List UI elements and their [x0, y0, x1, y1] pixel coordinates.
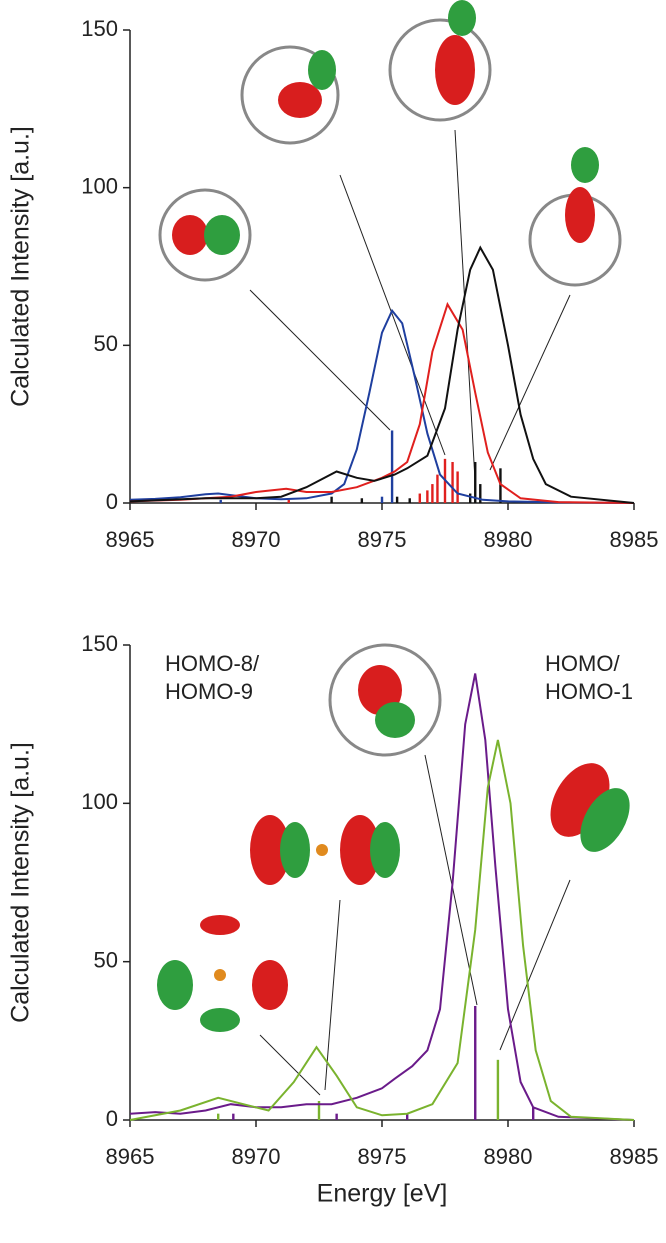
annotation: HOMO-8/ [165, 651, 260, 676]
stick [360, 498, 364, 503]
y-tick-label: 50 [94, 947, 118, 972]
stick [287, 499, 290, 503]
stick [408, 498, 411, 503]
x-tick-label: 8985 [610, 1144, 659, 1169]
stick [451, 462, 454, 503]
spectrum-line [129, 673, 635, 1121]
x-tick-label: 8980 [484, 1144, 533, 1169]
x-tick-label: 8965 [106, 527, 155, 552]
y-axis-label: Calculated Intensity [a.u.] [7, 126, 35, 407]
stick [431, 484, 434, 503]
y-tick-label: 150 [81, 16, 118, 41]
x-tick-label: 8975 [358, 527, 407, 552]
stick [395, 496, 399, 503]
leader-lines [249, 129, 571, 1096]
y-tick-label: 150 [81, 631, 118, 656]
stick [426, 490, 429, 503]
stick [390, 430, 394, 503]
y-axis-label: Calculated Intensity [a.u.] [7, 742, 35, 1023]
stick [219, 499, 222, 503]
stick [380, 496, 384, 503]
stick [532, 1107, 535, 1120]
x-axis-label: Energy [eV] [317, 1180, 448, 1208]
stick [456, 471, 459, 503]
orbital-picture [157, 0, 630, 1032]
annotation: HOMO/ [545, 651, 620, 676]
y-tick-label: 0 [106, 489, 118, 514]
annotation: HOMO-9 [165, 679, 253, 704]
x-tick-label: 8985 [610, 527, 659, 552]
x-tick-label: 8970 [232, 527, 281, 552]
y-tick-label: 100 [81, 173, 118, 198]
stick [496, 1059, 500, 1120]
x-tick-label: 8965 [106, 1144, 155, 1169]
stick [499, 468, 502, 503]
stick [474, 1006, 477, 1120]
x-tick-label: 8980 [484, 527, 533, 552]
stick [232, 1113, 235, 1120]
x-tick-label: 8975 [358, 1144, 407, 1169]
stick [474, 462, 477, 503]
stick [335, 1113, 338, 1120]
stick [406, 1113, 409, 1120]
stick [418, 493, 421, 503]
y-tick-label: 0 [106, 1106, 118, 1131]
stick [469, 493, 472, 503]
stick [436, 474, 439, 503]
spectrum-line [129, 245, 635, 504]
spectrum-line [129, 301, 635, 504]
x-tick-label: 8970 [232, 1144, 281, 1169]
stick [330, 496, 333, 503]
spectrum-line [129, 739, 635, 1121]
stick [479, 484, 482, 503]
stick [217, 1113, 220, 1120]
stick [317, 1101, 321, 1120]
y-tick-label: 50 [94, 331, 118, 356]
y-tick-label: 100 [81, 789, 118, 814]
annotation: HOMO-1 [545, 679, 633, 704]
spectrum-line [129, 308, 635, 504]
